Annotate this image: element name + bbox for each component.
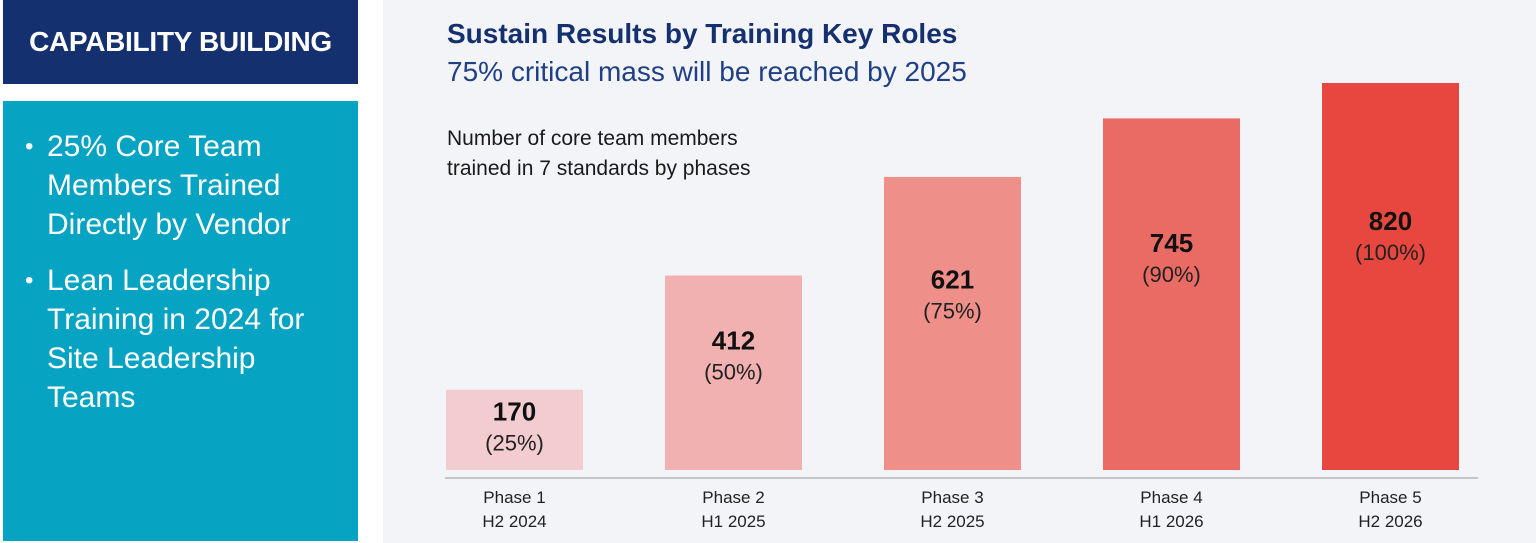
bar-4 xyxy=(1103,118,1240,471)
section-title-text: CAPABILITY BUILDING xyxy=(29,26,332,57)
chart-subtitle: 75% critical mass will be reached by 202… xyxy=(447,56,967,87)
x-tick-label: Phase 4 xyxy=(1140,488,1202,507)
x-tick-sublabel: H2 2024 xyxy=(482,512,546,531)
bar-value-label: 412 xyxy=(712,325,755,355)
chart-panel: Sustain Results by Training Key Roles 75… xyxy=(383,0,1536,543)
x-tick-label: Phase 1 xyxy=(483,488,545,507)
bar-value-label: 170 xyxy=(493,396,536,426)
bar-percent-label: (100%) xyxy=(1355,240,1426,265)
bar-2 xyxy=(665,275,802,470)
bar-value-label: 745 xyxy=(1150,228,1193,258)
bar-1 xyxy=(446,389,583,470)
bar-value-label: 621 xyxy=(931,264,974,294)
chart-annotation-line: trained in 7 standards by phases xyxy=(447,157,751,180)
bullet-list: • 25% Core Team Members Trained Directly… xyxy=(25,127,342,417)
bullet-dot-icon: • xyxy=(25,133,34,160)
x-tick-label: Phase 3 xyxy=(921,488,983,507)
bar-percent-label: (90%) xyxy=(1142,262,1201,287)
chart-annotation-line: Number of core team members xyxy=(447,127,738,150)
x-tick-sublabel: H2 2026 xyxy=(1358,512,1422,531)
bullet-text: 25% Core Team Members Trained Directly b… xyxy=(47,130,291,241)
bullet-text: Lean Leadership Training in 2024 for Sit… xyxy=(47,264,305,414)
x-tick-label: Phase 2 xyxy=(702,488,764,507)
bar-chart: Sustain Results by Training Key Roles 75… xyxy=(445,18,1478,531)
x-tick-label: Phase 5 xyxy=(1359,488,1421,507)
bar-percent-label: (75%) xyxy=(923,298,982,323)
bar-3 xyxy=(884,176,1021,471)
chart-title: Sustain Results by Training Key Roles xyxy=(447,18,957,49)
x-tick-sublabel: H1 2026 xyxy=(1139,512,1203,531)
bars-group: 170 (25%) Phase 1 H2 2024 412 (50%) Phase 2 H1 … xyxy=(446,83,1459,531)
x-tick-sublabel: H2 2025 xyxy=(920,512,984,531)
bar-percent-label: (50%) xyxy=(704,359,763,384)
section-title: CAPABILITY BUILDING xyxy=(3,0,358,84)
bullet-dot-icon: • xyxy=(25,267,34,294)
bar-value-label: 820 xyxy=(1369,206,1412,236)
bar-5 xyxy=(1322,83,1459,470)
x-tick-sublabel: H1 2025 xyxy=(701,512,765,531)
bullet-panel: • 25% Core Team Members Trained Directly… xyxy=(3,101,358,541)
bar-percent-label: (25%) xyxy=(485,430,544,455)
bullet-item: • Lean Leadership Training in 2024 for S… xyxy=(25,261,342,417)
bullet-item: • 25% Core Team Members Trained Directly… xyxy=(25,127,342,244)
